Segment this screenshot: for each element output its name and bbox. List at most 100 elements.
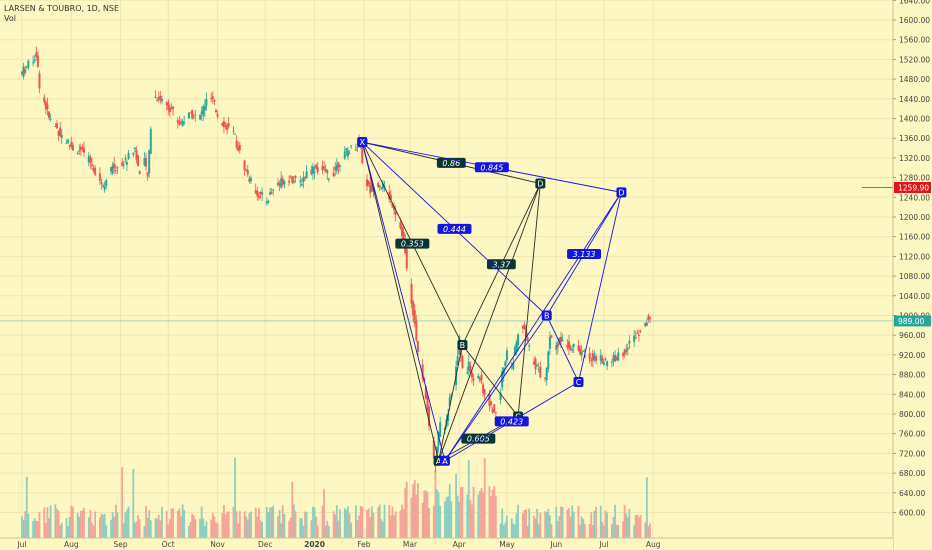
candle-body	[210, 98, 213, 100]
candle-body	[71, 144, 74, 151]
volume-bar	[537, 524, 540, 538]
candle-body	[393, 207, 396, 211]
volume-bar	[103, 513, 106, 538]
candle-body	[216, 113, 219, 117]
candle-body	[316, 167, 319, 173]
volume-bar	[302, 525, 305, 538]
candle-body	[90, 164, 93, 166]
volume-bar	[159, 520, 162, 538]
price-tick-label: 1480.00	[899, 75, 930, 84]
volume-bar	[210, 519, 213, 538]
volume-bar	[215, 522, 217, 538]
candle-body	[324, 168, 327, 173]
volume-bar	[100, 513, 103, 538]
volume-bar	[71, 506, 74, 538]
pattern-line	[462, 344, 519, 417]
candle-body	[412, 301, 415, 316]
candle-body	[232, 130, 235, 132]
volume-bar	[143, 525, 146, 538]
volume-bar	[44, 523, 47, 538]
volume-bar	[572, 511, 575, 538]
volume-bar	[539, 512, 542, 538]
candle-body	[612, 355, 615, 362]
candle-body	[626, 347, 629, 350]
candle-body	[637, 335, 640, 337]
candle-body	[633, 335, 636, 342]
volume-bar	[21, 516, 23, 538]
volume-bar	[593, 510, 596, 538]
volume-bar	[625, 513, 628, 538]
volume-bar	[304, 511, 306, 538]
volume-bar	[389, 515, 392, 538]
candle-body	[125, 162, 128, 165]
volume-bar	[27, 513, 30, 538]
ratio-label: 0.444	[443, 225, 466, 234]
volume-bar	[361, 506, 364, 538]
volume-bar	[345, 509, 348, 538]
volume-bar	[348, 513, 351, 538]
candle-body	[300, 183, 303, 186]
volume-bar	[506, 515, 508, 538]
volume-bar	[334, 514, 337, 538]
volume-bar	[480, 487, 483, 538]
candle-body	[326, 170, 329, 174]
pattern-line	[438, 344, 463, 461]
candle-body	[348, 152, 351, 155]
candle-body	[588, 353, 591, 360]
volume-bar	[145, 505, 147, 538]
volume-bar	[337, 520, 340, 538]
candle-body	[278, 183, 281, 185]
pattern-point-marker	[573, 376, 584, 387]
volume-bar	[194, 519, 197, 538]
volume-bar	[436, 489, 438, 538]
volume-bar	[645, 477, 648, 538]
candle-body	[494, 412, 497, 414]
candle-body	[200, 111, 203, 115]
volume-bar	[555, 506, 558, 538]
candle-body	[599, 355, 602, 361]
candle-body	[636, 332, 639, 334]
target-price-badge	[894, 181, 931, 193]
volume-bar	[444, 501, 446, 538]
candle-body	[256, 190, 259, 197]
harmonic-patterns: 0.3530.6053.370.86XABCD0.4440.4233.1330.…	[357, 137, 627, 466]
volume-bar	[404, 488, 407, 538]
price-tick-label: 720.00	[899, 449, 925, 458]
pattern-point-marker	[535, 178, 546, 189]
volume-bar	[622, 521, 624, 538]
candle-body	[65, 142, 68, 144]
candle-body	[176, 120, 179, 123]
volume-bar	[267, 511, 270, 538]
volume-indicator-label[interactable]: Vol	[4, 14, 16, 23]
volume-bar	[580, 516, 583, 538]
time-tick-label: May	[499, 540, 515, 549]
volume-bar	[313, 507, 316, 538]
volume-bar	[110, 519, 112, 538]
volume-bar	[205, 521, 208, 538]
candle-body	[59, 127, 62, 136]
pattern-point-label: D	[618, 188, 624, 197]
candle-body	[83, 148, 86, 153]
volume-bar	[200, 506, 203, 538]
pattern-point-label: B	[544, 312, 550, 321]
candle-body	[35, 52, 38, 58]
time-tick-label: Sep	[114, 540, 128, 549]
candle-body	[272, 189, 275, 191]
candle-body	[413, 310, 416, 324]
volume-bar	[48, 518, 50, 538]
time-tick-label: Jul	[598, 540, 608, 549]
candle-body	[22, 66, 25, 77]
candle-body	[57, 131, 60, 136]
volume-bar	[544, 511, 547, 538]
candle-body	[81, 146, 84, 149]
volume-bar	[199, 518, 201, 538]
volume-bar	[526, 525, 529, 538]
time-tick-label: Apr	[453, 540, 467, 549]
candle-body	[180, 122, 182, 124]
candle-body	[450, 395, 453, 398]
time-tick-label: Dec	[258, 540, 273, 549]
price-tick-label: 1520.00	[899, 55, 930, 64]
candle-body	[583, 355, 586, 358]
volume-bar	[87, 517, 90, 538]
